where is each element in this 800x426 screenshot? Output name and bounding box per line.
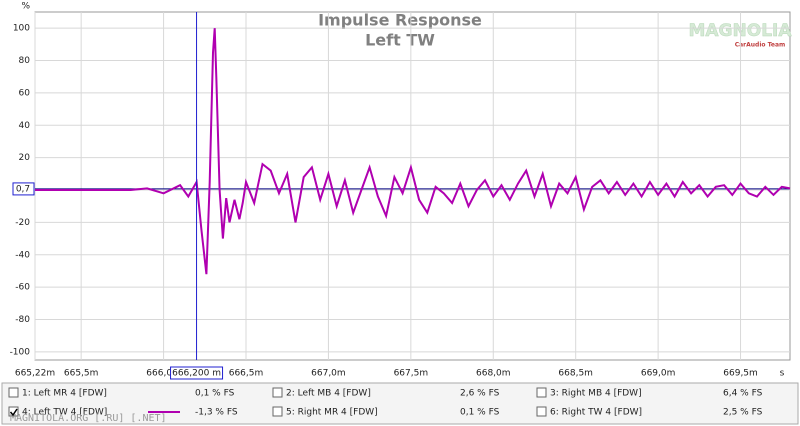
y-tick-label: 20 [19,153,31,163]
y-tick-label: 100 [13,24,30,34]
trace-name: 6: Right TW 4 [FDW] [550,408,642,418]
trace-name: 1: Left MR 4 [FDW] [22,389,107,399]
trace-level: 6,4 % FS [723,389,763,399]
trace-checkbox[interactable] [272,406,283,417]
trace-checkbox[interactable] [8,387,19,398]
trace-name: 3: Right MB 4 [FDW] [550,389,642,399]
x-tick-label: 668,5m [558,369,593,379]
trace-level: -1,3 % FS [195,408,238,418]
x-tick-label: 666,5m [229,369,264,379]
y-tick-label: -60 [15,283,30,293]
legend [1,382,799,425]
trace-level: 2,5 % FS [723,408,763,418]
y-tick-label: -100 [10,347,31,357]
trace-name: 5: Right MR 4 [FDW] [286,408,378,418]
cursor-x-label: 666,200 m [172,369,221,379]
chart-title: Impulse Response [318,11,482,30]
y-tick-label: 80 [19,56,31,66]
chart-subtitle: Left TW [365,31,435,50]
trace-checkbox[interactable] [536,406,547,417]
watermark: MAGNITOLA.ORG [.RU] [.NET] [10,413,167,424]
check-mark [9,408,18,417]
y-tick-label: 40 [19,121,31,131]
x-tick-label: 665,22m [15,369,55,379]
trace-level: 2,6 % FS [460,389,500,399]
impulse-line [35,28,791,275]
trace-level: 0,1 % FS [195,389,235,399]
y-unit: % [21,2,30,12]
trace-checkbox[interactable] [272,387,283,398]
x-tick-label: 669,5m [723,369,758,379]
x-tick-label: 666,0m [146,369,181,379]
y-tick-label: 60 [19,88,31,98]
x-unit: s [780,369,785,379]
x-tick-label: 667,0m [311,369,346,379]
y-tick-label: -20 [15,218,30,228]
cursor-y-label: 0,7 [16,184,30,194]
x-tick-label: 667,5m [394,369,429,379]
trace-checkbox[interactable] [536,387,547,398]
trace-name: 4: Left TW 4 [FDW] [22,408,107,418]
y-tick-label: -40 [15,250,30,260]
logo-sub: CarAudio Team [735,42,786,49]
trace-level: 0,1 % FS [460,408,500,418]
cursor-y-box [12,182,35,196]
x-tick-label: 669,0m [641,369,676,379]
x-tick-label: 665,5m [64,369,99,379]
cursor-x-box [170,366,224,380]
y-tick-label: -80 [15,315,30,325]
trace-name: 2: Left MB 4 [FDW] [286,389,371,399]
plot-area [34,11,791,361]
trace-checkbox[interactable] [8,406,19,417]
x-tick-label: 668,0m [476,369,511,379]
